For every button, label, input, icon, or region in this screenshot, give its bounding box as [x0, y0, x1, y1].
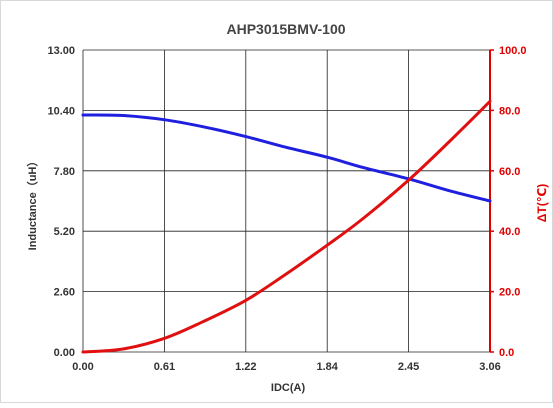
y-right-tick-label: 40.0 — [499, 226, 520, 238]
left-axis-ticks: 0.00 2.60 5.20 7.80 10.40 13.00 — [47, 45, 75, 359]
temperature-rise-line — [81, 99, 492, 354]
y-left-tick-label: 2.60 — [54, 287, 75, 299]
y-left-tick-label: 10.40 — [47, 105, 75, 117]
y-left-tick-label: 7.80 — [54, 166, 75, 178]
y-left-tick-label: 13.00 — [47, 45, 75, 57]
y-right-tick-label: 20.0 — [499, 287, 520, 299]
right-axis-ticks: 0.0 20.0 40.0 60.0 80.0 100.0 — [490, 45, 527, 359]
x-tick-label: 2.45 — [398, 361, 419, 373]
chart-title: AHP3015BMV-100 — [226, 21, 345, 37]
y-left-tick-label: 5.20 — [54, 226, 75, 238]
y-right-tick-label: 100.0 — [499, 45, 527, 57]
x-axis-label: IDC(A) — [271, 382, 306, 394]
y-right-tick-label: 60.0 — [499, 166, 520, 178]
x-tick-label: 0.61 — [154, 361, 175, 373]
y-right-tick-label: 0.0 — [499, 347, 514, 359]
x-axis-ticks: 0.00 0.61 1.22 1.84 2.45 3.06 — [72, 361, 500, 373]
y-right-tick-label: 80.0 — [499, 105, 520, 117]
x-tick-label: 0.00 — [72, 361, 93, 373]
y-left-tick-label: 0.00 — [54, 347, 75, 359]
x-tick-label: 1.22 — [235, 361, 256, 373]
x-tick-label: 3.06 — [479, 361, 500, 373]
inductance-line — [81, 113, 492, 203]
y-axis-left-label: Inductance（uH） — [26, 156, 39, 251]
y-axis-right-label: ΔT(℃) — [535, 184, 549, 222]
x-tick-label: 1.84 — [316, 361, 338, 373]
data-series — [81, 99, 492, 354]
